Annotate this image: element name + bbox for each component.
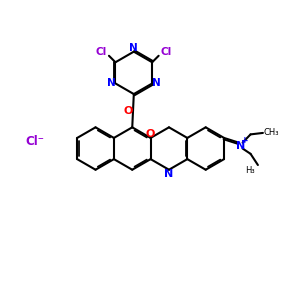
Text: O: O xyxy=(146,128,155,139)
Text: Cl⁻: Cl⁻ xyxy=(26,135,45,148)
Text: Cl: Cl xyxy=(96,47,107,57)
Text: N: N xyxy=(152,79,161,88)
Text: +: + xyxy=(242,136,249,145)
Text: O: O xyxy=(123,106,132,116)
Text: N: N xyxy=(164,169,174,179)
Text: N: N xyxy=(107,79,116,88)
Text: H₃: H₃ xyxy=(245,166,254,175)
Text: N: N xyxy=(236,141,245,151)
Text: CH₃: CH₃ xyxy=(264,128,280,137)
Text: N: N xyxy=(129,43,138,53)
Text: Cl: Cl xyxy=(160,47,171,57)
